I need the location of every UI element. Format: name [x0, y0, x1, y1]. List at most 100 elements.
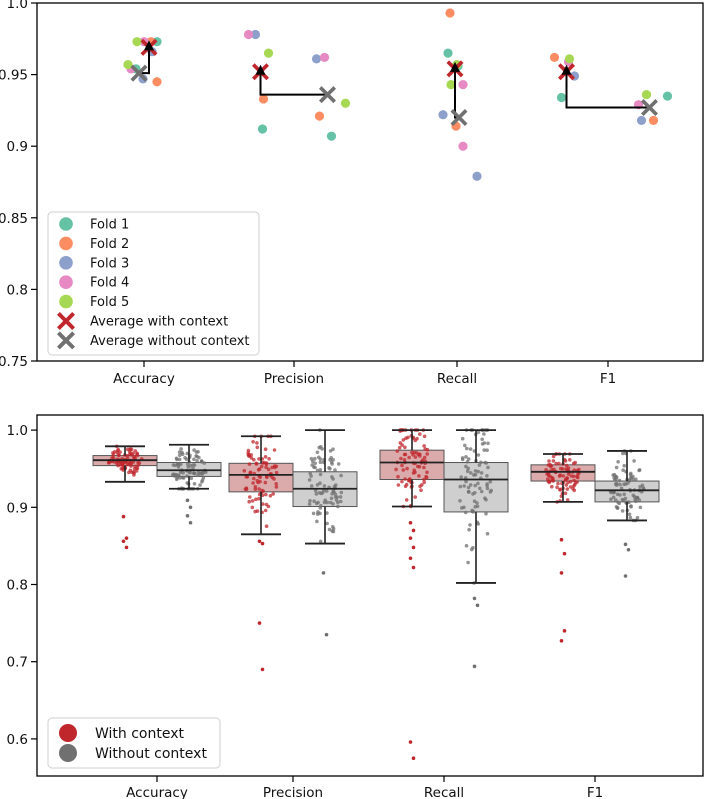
- top-ytick-label: 0.8: [7, 282, 28, 298]
- data-point-without-context-precision: [309, 474, 313, 478]
- data-point-without-context-precision: [316, 500, 320, 505]
- data-point-without-context-precision: [329, 496, 334, 501]
- data-point-without-context-recall: [476, 469, 481, 474]
- bottom-plot-frame: [36, 414, 704, 777]
- data-point-with-context-precision: [257, 496, 261, 501]
- legend-frame: [47, 717, 221, 769]
- data-point-without-context-recall: [470, 508, 475, 513]
- data-point-without-context-recall: [479, 471, 484, 475]
- outlier-point-with-context-accuracy: [121, 539, 126, 544]
- data-point-without-context-recall: [486, 441, 490, 446]
- data-point-with-context-recall: [401, 438, 406, 442]
- data-point-without-context-precision: [331, 529, 336, 534]
- bottom-xtick-label-f1: F1: [587, 785, 603, 799]
- top-xtick-label-precision: Precision: [264, 371, 324, 387]
- data-point-without-context-precision: [317, 445, 322, 450]
- data-point-without-context-accuracy: [189, 476, 194, 481]
- outlier-point-without-context-recall: [475, 603, 480, 608]
- outlier-point-with-context-accuracy: [124, 536, 129, 540]
- data-point-without-context-f1: [622, 463, 626, 468]
- data-point-with-context-accuracy: [128, 468, 133, 473]
- data-point-without-context-precision: [328, 467, 332, 471]
- points-with-context-f1: [544, 452, 581, 504]
- box-group-with-context-f1: [530, 452, 596, 643]
- context-legend: With context Without context: [47, 717, 221, 769]
- data-point-without-context-precision: [319, 504, 323, 508]
- data-point-without-context-recall: [477, 463, 482, 467]
- data-point-with-context-f1: [572, 482, 577, 487]
- top-ytick-label: 0.85: [0, 211, 28, 227]
- data-point-with-context-precision: [263, 508, 268, 513]
- data-point-with-context-precision: [274, 470, 279, 475]
- data-point-with-context-f1: [551, 478, 555, 483]
- bottom-ytick-label: 1.0: [7, 423, 28, 439]
- data-point-without-context-f1: [619, 486, 624, 491]
- data-point-without-context-precision: [311, 459, 315, 464]
- data-point-without-context-recall: [466, 485, 471, 490]
- data-point-with-context-f1: [546, 473, 551, 478]
- average-connector-accuracy: [139, 47, 150, 75]
- legend-marker-fold-3: [59, 255, 73, 270]
- data-point-with-context-accuracy: [136, 460, 140, 465]
- data-point-without-context-f1: [617, 478, 622, 483]
- data-point-with-context-precision: [255, 441, 259, 445]
- data-point-with-context-f1: [571, 487, 575, 491]
- data-point-with-context-recall: [413, 455, 418, 459]
- data-point-with-context-precision: [254, 497, 258, 502]
- data-point-without-context-accuracy: [192, 482, 197, 486]
- data-point-without-context-recall: [476, 430, 481, 435]
- data-point-with-context-recall: [425, 470, 429, 475]
- data-point-with-context-precision: [246, 453, 251, 457]
- data-point-with-context-f1: [548, 479, 552, 483]
- point-fold-4-with-context-recall: [458, 80, 468, 90]
- data-point-without-context-precision: [315, 519, 319, 524]
- legend-marker-without-context: [59, 744, 77, 762]
- data-point-with-context-precision: [253, 485, 258, 489]
- data-point-without-context-precision: [324, 489, 329, 493]
- data-point-with-context-precision: [249, 453, 253, 457]
- data-point-without-context-accuracy: [177, 457, 182, 462]
- connector-arrowhead-recall: [450, 61, 460, 72]
- data-point-without-context-f1: [634, 477, 638, 482]
- legend-label-without-context: Without context: [95, 746, 207, 762]
- data-point-with-context-recall: [406, 478, 411, 483]
- data-point-with-context-f1: [552, 467, 556, 472]
- data-point-without-context-recall: [484, 497, 488, 502]
- outlier-point-without-context-f1: [623, 542, 628, 547]
- data-point-with-context-f1: [563, 491, 568, 496]
- data-point-without-context-f1: [637, 468, 641, 473]
- point-fold-3-with-context-precision: [250, 29, 261, 40]
- series-without-context: [156, 428, 660, 669]
- data-point-with-context-accuracy: [131, 451, 135, 456]
- data-point-without-context-recall: [462, 484, 467, 488]
- fold-scores-scatter-chart: Fold 1 Fold 2 Fold 3 Fold 4 Fold 5 Average wi…: [0, 0, 704, 387]
- legend-label-average-with-context: Average with context: [90, 315, 228, 330]
- data-point-with-context-f1: [551, 459, 556, 463]
- data-point-without-context-precision: [336, 504, 340, 509]
- outlier-point-with-context-f1: [562, 551, 567, 556]
- legend-label-fold-1: Fold 1: [90, 218, 129, 233]
- data-point-without-context-accuracy: [194, 454, 198, 458]
- data-point-with-context-accuracy: [119, 460, 124, 465]
- outlier-point-with-context-recall: [411, 565, 416, 570]
- data-point-without-context-precision: [318, 511, 322, 516]
- point-fold-2-without-context-precision: [314, 111, 325, 121]
- data-point-with-context-precision: [246, 448, 251, 453]
- data-point-with-context-recall: [412, 468, 417, 473]
- data-point-with-context-recall: [422, 444, 426, 448]
- connector-arrowhead-accuracy: [144, 40, 154, 51]
- data-point-without-context-precision: [334, 483, 338, 487]
- data-point-without-context-accuracy: [177, 474, 181, 478]
- data-point-with-context-accuracy: [135, 451, 139, 456]
- outlier-point-with-context-accuracy: [124, 545, 129, 550]
- data-point-without-context-precision: [317, 455, 321, 460]
- connector-arrowhead-f1: [561, 64, 572, 75]
- data-point-without-context-f1: [616, 500, 620, 505]
- data-point-without-context-precision: [336, 500, 340, 505]
- data-point-without-context-f1: [631, 493, 636, 498]
- data-point-without-context-accuracy: [194, 450, 199, 454]
- data-point-with-context-recall: [406, 435, 410, 440]
- point-fold-2-without-context-accuracy: [152, 77, 162, 87]
- point-fold-5-without-context-f1: [641, 90, 652, 100]
